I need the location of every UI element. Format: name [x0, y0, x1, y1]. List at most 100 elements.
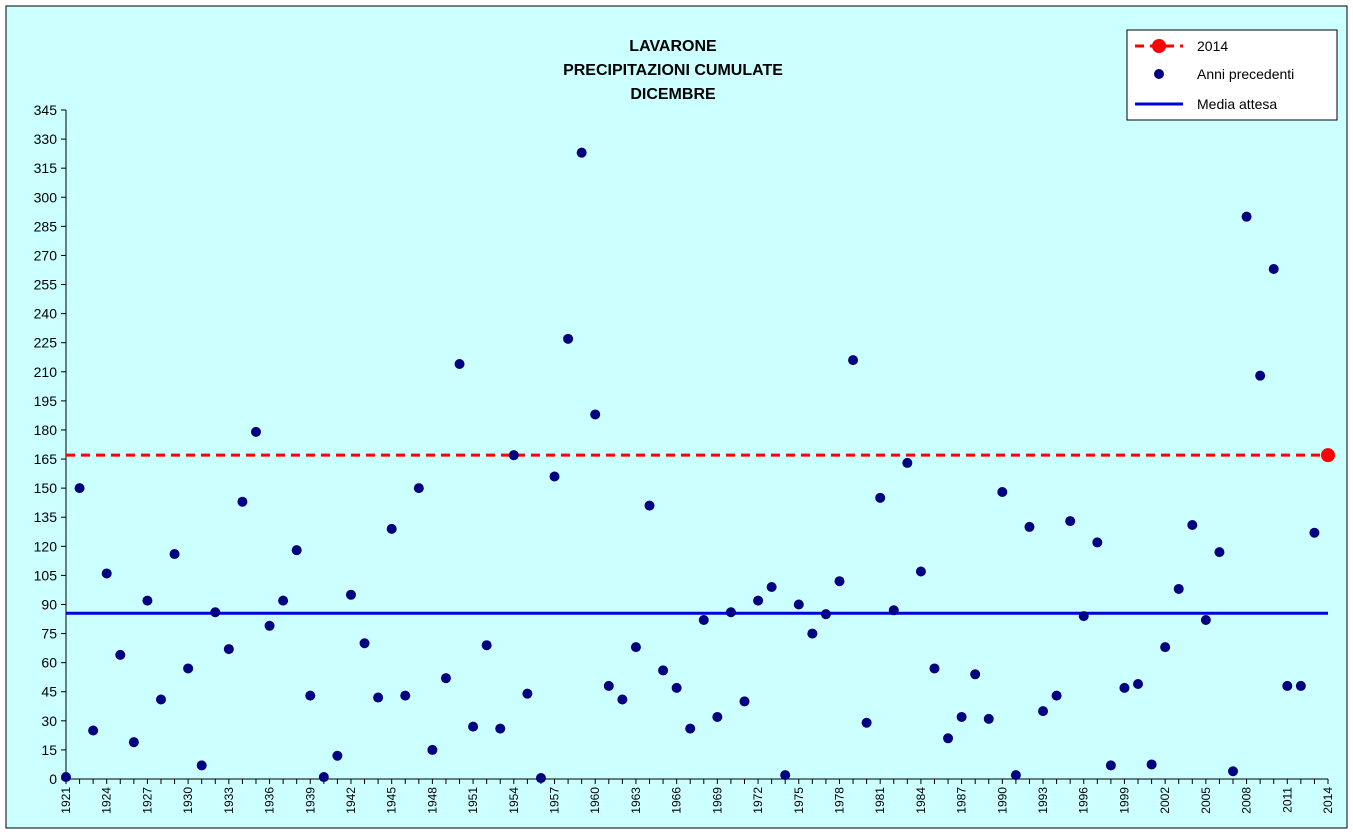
- data-point: [725, 607, 736, 618]
- y-tick-label: 90: [41, 596, 57, 612]
- data-point: [1295, 680, 1306, 691]
- data-point: [807, 628, 818, 639]
- chart-title-line: PRECIPITAZIONI CUMULATE: [563, 62, 783, 79]
- data-point: [549, 471, 560, 482]
- data-point: [820, 609, 831, 620]
- x-tick-label: 2002: [1158, 787, 1172, 814]
- data-point: [712, 711, 723, 722]
- data-point: [1173, 583, 1184, 594]
- y-tick-label: 270: [34, 247, 58, 263]
- data-point: [128, 737, 139, 748]
- data-point: [481, 640, 492, 651]
- y-tick-label: 285: [34, 218, 58, 234]
- x-tick-label: 1936: [263, 787, 277, 814]
- highlight-line: [66, 448, 1335, 463]
- data-point: [155, 694, 166, 705]
- x-tick-label: 1990: [995, 787, 1009, 814]
- data-point: [508, 450, 519, 461]
- data-point: [1133, 678, 1144, 689]
- data-point: [915, 566, 926, 577]
- x-tick-label: 1921: [59, 787, 73, 814]
- y-tick-label: 135: [34, 509, 58, 525]
- data-point: [1187, 519, 1198, 530]
- x-tick-label: 1984: [914, 787, 928, 814]
- y-tick-label: 315: [34, 160, 58, 176]
- chart-title-line: DICEMBRE: [630, 86, 716, 103]
- y-tick-label: 0: [49, 771, 57, 787]
- y-tick-label: 15: [41, 742, 57, 758]
- x-tick-label: 1930: [181, 787, 195, 814]
- y-tick-label: 120: [34, 538, 58, 554]
- data-point: [956, 711, 967, 722]
- data-point: [535, 773, 546, 784]
- chart-area: [5, 5, 1348, 829]
- points: [61, 147, 1320, 784]
- x-tick-label: 1987: [955, 787, 969, 814]
- data-point: [169, 549, 180, 560]
- data-point: [61, 772, 71, 783]
- data-point: [644, 500, 655, 511]
- data-point: [1010, 770, 1021, 781]
- data-point: [400, 690, 411, 701]
- y-tick-label: 45: [41, 684, 57, 700]
- data-point: [142, 595, 153, 606]
- data-point: [332, 750, 343, 761]
- legend-label: Media attesa: [1197, 96, 1277, 112]
- data-point: [468, 721, 479, 732]
- data-point: [1065, 516, 1076, 527]
- legend-label: Anni precedenti: [1197, 66, 1294, 82]
- data-point: [630, 642, 641, 653]
- data-point: [115, 649, 126, 660]
- x-tick-label: 1999: [1117, 787, 1131, 814]
- legend-label: 2014: [1197, 38, 1228, 54]
- legend-dot-2014: [1152, 39, 1166, 53]
- data-point: [1200, 614, 1211, 625]
- y-tick-label: 165: [34, 451, 58, 467]
- data-point: [522, 688, 533, 699]
- x-tick-label: 2014: [1321, 787, 1335, 814]
- chart-title-line: LAVARONE: [629, 38, 717, 55]
- x-tick-label: 1948: [425, 787, 439, 814]
- data-point: [1051, 690, 1062, 701]
- data-point: [1038, 706, 1049, 717]
- data-point: [902, 457, 913, 468]
- data-point: [495, 723, 506, 734]
- data-point: [888, 605, 899, 616]
- data-point: [101, 568, 112, 579]
- data-point: [658, 665, 669, 676]
- data-point: [359, 638, 370, 649]
- data-point: [1160, 642, 1171, 653]
- data-point: [671, 682, 682, 693]
- x-tick-label: 1942: [344, 787, 358, 814]
- y-tick-label: 30: [41, 713, 57, 729]
- data-point: [1255, 370, 1266, 381]
- data-point: [983, 713, 994, 724]
- data-point: [223, 644, 234, 655]
- data-point: [88, 725, 99, 736]
- y-tick-label: 300: [34, 189, 58, 205]
- data-point: [210, 607, 221, 618]
- y-tick-label: 60: [41, 655, 57, 671]
- x-tick-label: 1951: [466, 787, 480, 814]
- data-point: [1309, 527, 1320, 538]
- x-tick-label: 1963: [629, 787, 643, 814]
- data-point: [1214, 547, 1225, 558]
- x-tick-label: 1978: [832, 787, 846, 814]
- x-tick-label: 1945: [385, 787, 399, 814]
- data-point: [929, 663, 940, 674]
- data-point: [685, 723, 696, 734]
- data-point: [183, 663, 194, 674]
- data-point: [834, 576, 845, 587]
- data-point: [196, 760, 207, 771]
- y-tick-label: 150: [34, 480, 58, 496]
- x-tick-label: 1993: [1036, 787, 1050, 814]
- legend-dot-prev: [1154, 69, 1164, 79]
- y-tick-label: 330: [34, 131, 58, 147]
- data-point: [1282, 680, 1293, 691]
- data-point: [698, 614, 709, 625]
- data-point: [1268, 264, 1279, 275]
- data-point: [373, 692, 384, 703]
- x-tick-label: 1966: [670, 787, 684, 814]
- data-point: [590, 409, 601, 420]
- data-point: [345, 589, 356, 600]
